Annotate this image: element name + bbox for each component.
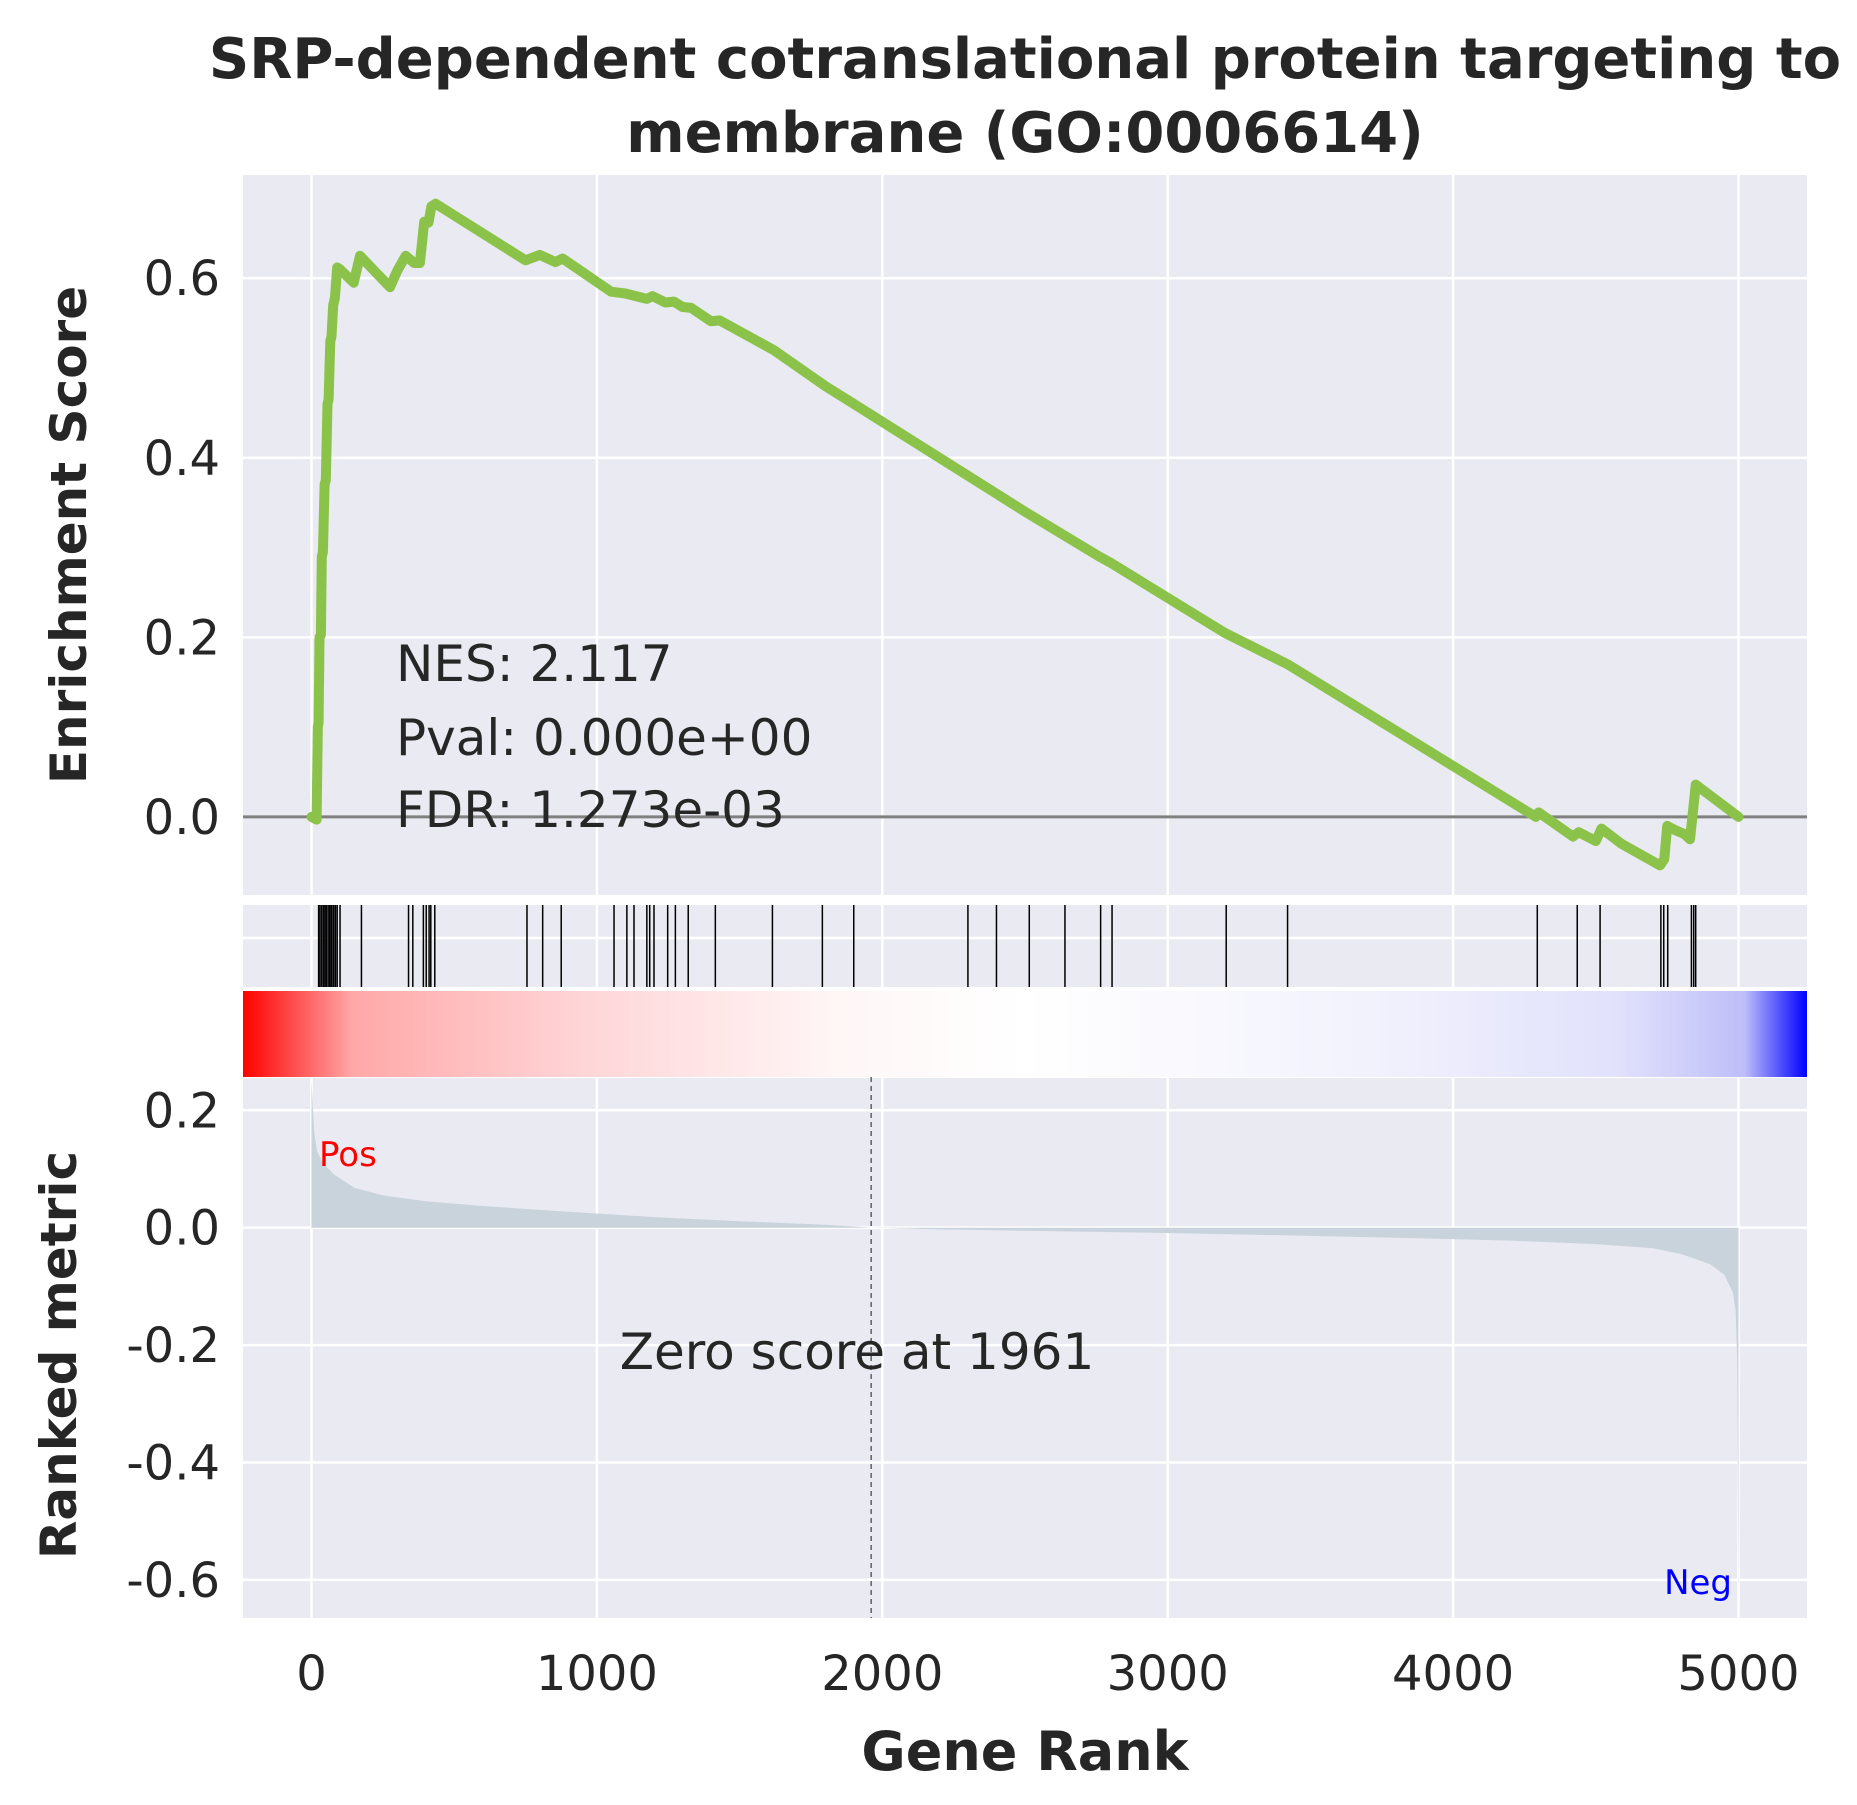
es-y-axis-label: Enrichment Score (40, 286, 98, 784)
fdr-label: FDR: 1.273e-03 (396, 781, 785, 839)
hits-gridlines (243, 905, 1807, 987)
metric-y-axis-label: Ranked metric (30, 1151, 88, 1559)
x-tick-label: 3000 (1107, 1646, 1229, 1702)
hit-markers (317, 905, 1697, 987)
nes-label: NES: 2.117 (396, 635, 673, 693)
es-y-tick-label: 0.6 (144, 251, 220, 307)
es-y-tick-label: 0.4 (144, 431, 220, 487)
x-tick-label: 2000 (821, 1646, 943, 1702)
es-panel: 0.6 0.4 0.2 0.0 Enrichment Score NES: 2.117… (40, 175, 1807, 895)
x-axis-label: Gene Rank (861, 1720, 1189, 1783)
es-y-tick-label: 0.2 (144, 610, 220, 666)
metric-y-gridlines (243, 1109, 1807, 1582)
rank-colorbar (243, 991, 1807, 1077)
neg-label: Neg (1664, 1563, 1732, 1603)
metric-y-tick-labels: 0.2 0.0 -0.2 -0.4 -0.6 (126, 1083, 220, 1609)
zero-score-label: Zero score at 1961 (620, 1323, 1095, 1381)
chart-title-line-2: membrane (GO:0006614) (626, 101, 1423, 166)
metric-panel: Zero score at 1961 Pos Neg 0.2 0.0 -0.2 -0.… (30, 1077, 1807, 1618)
es-y-tick-labels: 0.6 0.4 0.2 0.0 (144, 251, 220, 846)
x-tick-label: 1000 (536, 1646, 658, 1702)
chart-title-line-1: SRP-dependent cotranslational protein ta… (209, 27, 1841, 92)
metric-y-tick-label: -0.2 (126, 1318, 220, 1374)
pos-label: Pos (319, 1135, 377, 1175)
metric-y-tick-label: 0.2 (144, 1083, 220, 1139)
es-panel-background (243, 175, 1807, 895)
es-x-gridlines (310, 175, 1740, 895)
es-curve (306, 198, 1744, 871)
hits-panel (243, 905, 1807, 987)
es-y-tick-label: 0.0 (144, 790, 220, 846)
x-tick-labels: 0 1000 2000 3000 4000 5000 (296, 1646, 1799, 1702)
x-tick-label: 4000 (1392, 1646, 1514, 1702)
metric-panel-background (243, 1078, 1807, 1618)
pval-label: Pval: 0.000e+00 (396, 709, 812, 767)
metric-y-tick-label: -0.4 (126, 1435, 220, 1491)
x-tick-label: 5000 (1677, 1646, 1799, 1702)
metric-y-tick-label: 0.0 (144, 1201, 220, 1257)
hits-panel-background (243, 905, 1807, 987)
x-tick-label: 0 (296, 1646, 327, 1702)
metric-y-tick-label: -0.6 (126, 1553, 220, 1609)
metric-x-gridlines (310, 1078, 1740, 1618)
